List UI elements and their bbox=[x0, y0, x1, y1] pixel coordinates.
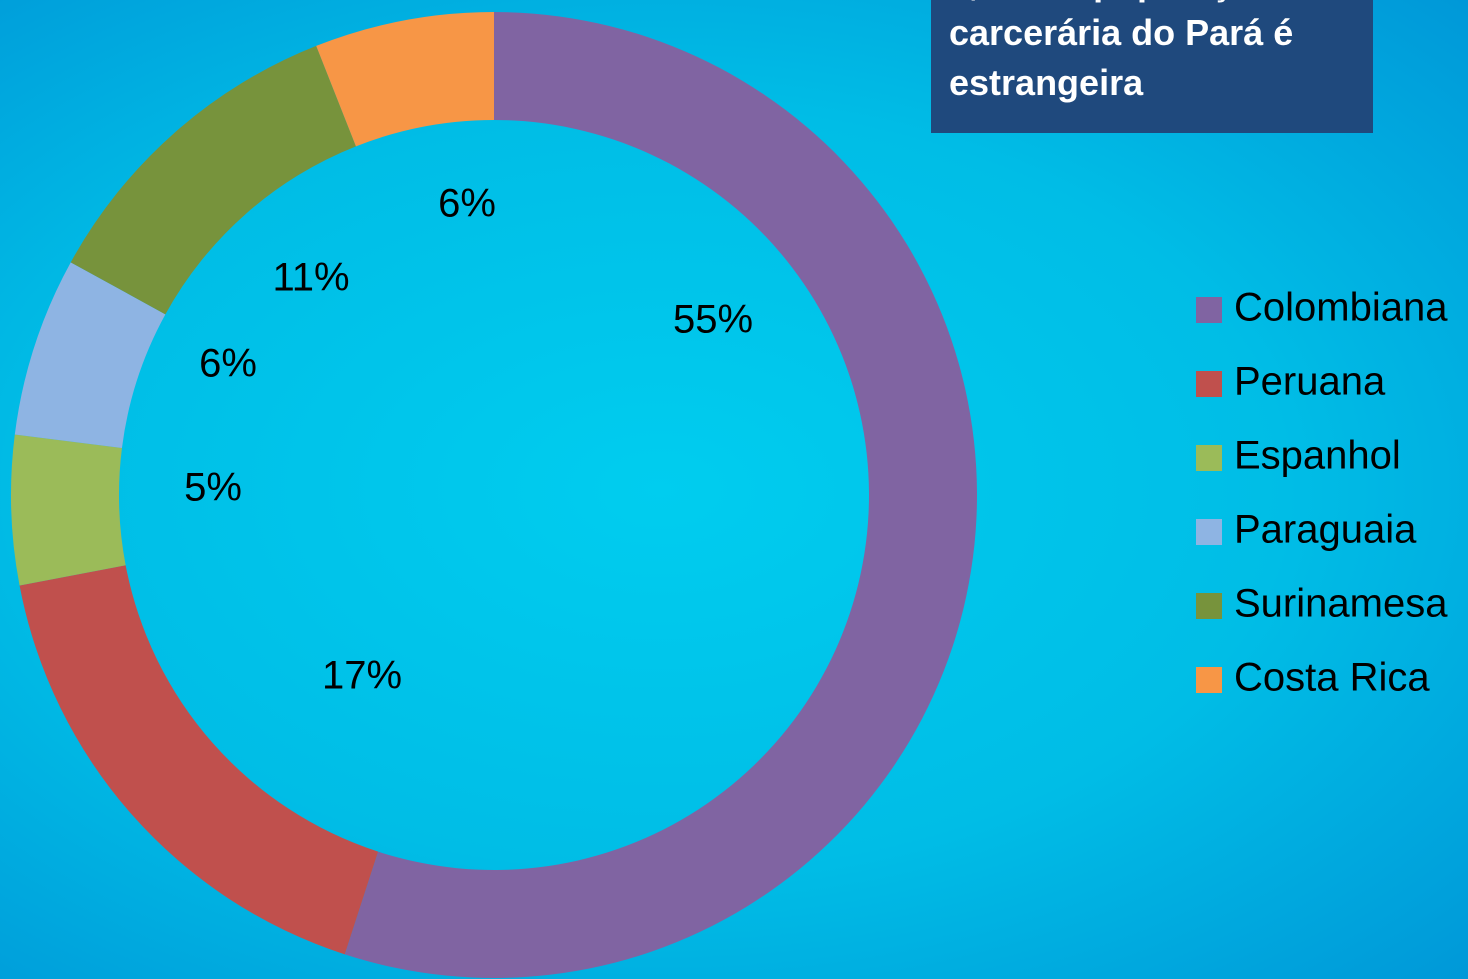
legend-label: Colombiana bbox=[1234, 286, 1448, 330]
legend-swatch bbox=[1196, 371, 1222, 397]
legend-swatch bbox=[1196, 297, 1222, 323]
legend-label: Peruana bbox=[1234, 360, 1386, 404]
donut-segment bbox=[344, 12, 978, 979]
donut-segment bbox=[14, 262, 166, 449]
legend-swatch bbox=[1196, 667, 1222, 693]
donut-segment bbox=[19, 565, 379, 955]
chart-title: 0,1% da população carcerária do Pará é e… bbox=[931, 0, 1373, 133]
donut-segment bbox=[11, 434, 126, 586]
data-label: 11% bbox=[272, 256, 349, 300]
legend-label: Costa Rica bbox=[1234, 656, 1430, 700]
legend-swatch bbox=[1196, 445, 1222, 471]
data-label: 17% bbox=[322, 654, 402, 698]
data-label: 6% bbox=[438, 182, 496, 226]
data-label: 5% bbox=[184, 466, 242, 510]
legend-label: Espanhol bbox=[1234, 434, 1401, 478]
legend-label: Surinamesa bbox=[1234, 582, 1448, 626]
donut-segment bbox=[70, 45, 356, 315]
legend-swatch bbox=[1196, 593, 1222, 619]
legend-swatch bbox=[1196, 519, 1222, 545]
data-label: 6% bbox=[199, 342, 257, 386]
data-label: 55% bbox=[673, 298, 753, 342]
donut-segment bbox=[316, 12, 494, 147]
legend-label: Paraguaia bbox=[1234, 508, 1417, 552]
